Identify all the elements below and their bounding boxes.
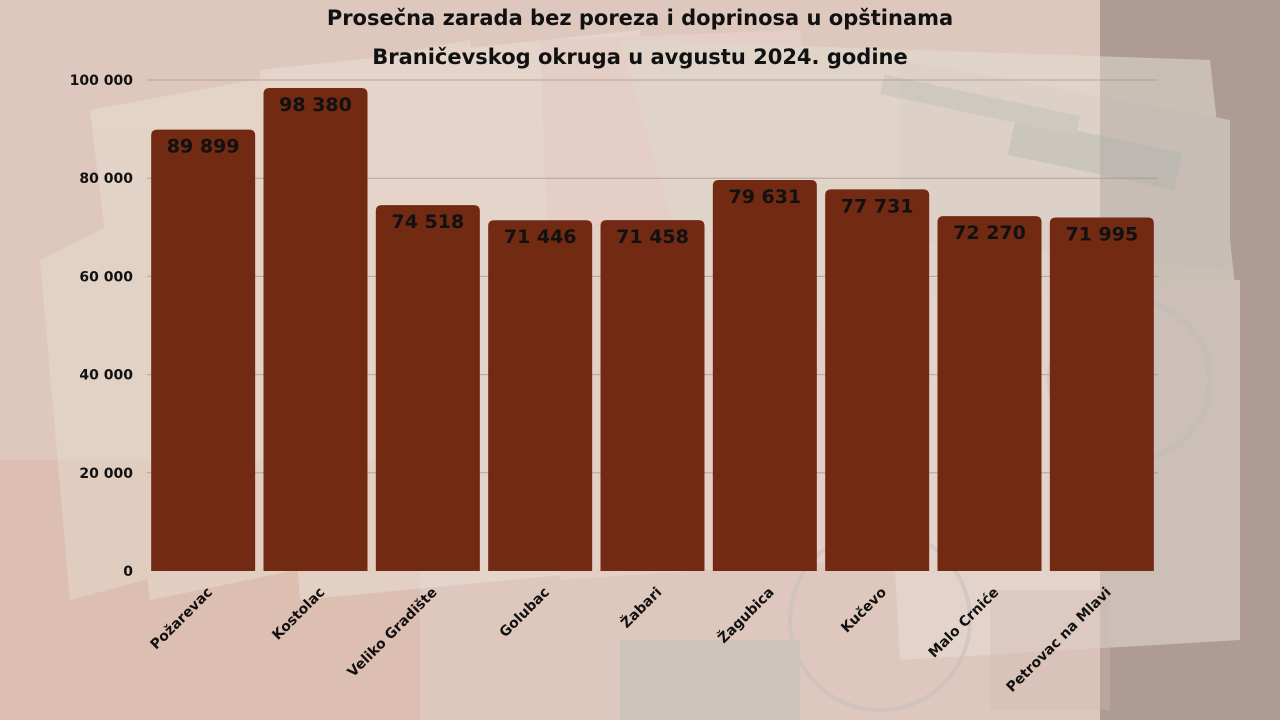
y-tick-label: 0	[123, 564, 133, 580]
x-tick-label: Požarevac	[148, 585, 216, 653]
x-tick-label: Golubac	[497, 585, 553, 641]
y-tick-label: 100 000	[70, 73, 134, 89]
x-tick-label: Veliko Gradište	[345, 585, 441, 681]
x-tick-label: Kostolac	[269, 585, 328, 644]
data-label: 74 518	[391, 211, 464, 233]
data-label: 98 380	[279, 94, 352, 116]
bar	[488, 220, 593, 571]
chart-title-line-1: Prosečna zarada bez poreza i doprinosa u…	[327, 6, 953, 30]
y-tick-label: 40 000	[79, 368, 133, 384]
data-label: 71 995	[1065, 224, 1138, 246]
x-tick-label: Kučevo	[838, 584, 890, 636]
bar	[263, 87, 368, 572]
data-label: 89 899	[167, 136, 240, 158]
bars	[151, 87, 1154, 572]
chart-title-line-2: Braničevskog okruga u avgustu 2024. godi…	[372, 45, 907, 69]
bar	[1049, 217, 1154, 571]
x-tick-label: Petrovac na Mlavi	[1004, 585, 1115, 696]
bar	[712, 180, 817, 572]
data-label: 71 446	[504, 226, 577, 248]
y-tick-label: 80 000	[79, 171, 133, 187]
x-tick-label: Malo Crniće	[926, 585, 1003, 662]
data-labels: 89 899 98 380 74 518 71 446 71 458 79 631 77 7…	[167, 94, 1138, 248]
x-tick-label: Žabari	[617, 584, 665, 632]
data-label: 79 631	[728, 186, 801, 208]
bar	[825, 189, 930, 571]
data-label: 71 458	[616, 226, 689, 248]
data-label: 77 731	[841, 195, 914, 217]
x-tick-label: Žagubica	[715, 584, 778, 647]
chart-title: Prosečna zarada bez poreza i doprinosa u…	[327, 6, 953, 69]
y-axis: 0 20 000 40 000 60 000 80 000 100 000	[70, 73, 134, 580]
data-label: 72 270	[953, 222, 1026, 244]
bar	[937, 216, 1042, 571]
y-tick-label: 20 000	[79, 466, 133, 482]
bar	[151, 129, 256, 571]
y-tick-label: 60 000	[79, 269, 133, 285]
bar	[375, 205, 480, 571]
x-axis: Požarevac Kostolac Veliko Gradište Golubac Ž…	[148, 584, 1115, 696]
bar	[600, 220, 705, 571]
